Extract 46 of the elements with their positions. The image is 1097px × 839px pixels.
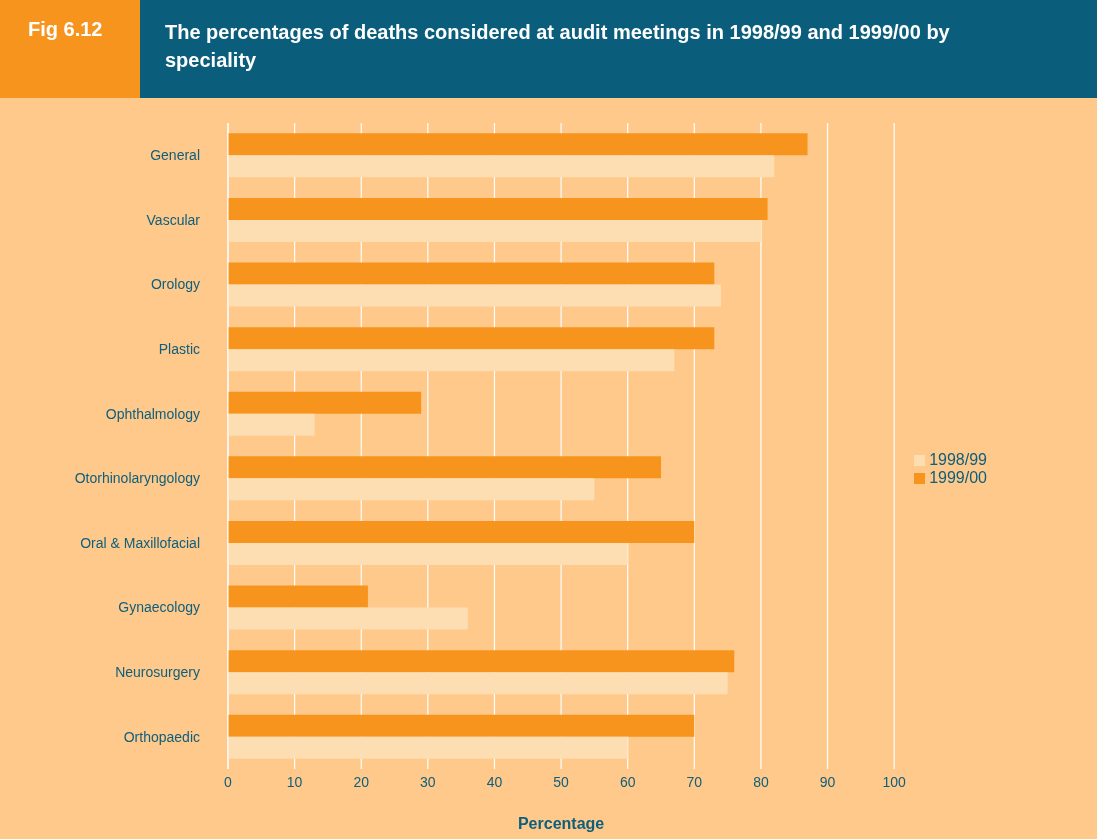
x-tick-label: 100 (882, 773, 907, 790)
x-axis-title: Percentage (517, 815, 605, 832)
x-tick-label: 80 (753, 773, 769, 790)
chart-title: The percentages of deaths considered at audit meetings in 1998/99 and 1999/00 by speciality (165, 20, 951, 73)
x-tick-label: 20 (353, 773, 370, 790)
caption: Fig 6.12 (28, 18, 103, 41)
x-tick-label: 60 (619, 773, 636, 790)
legend-label: 1998/99 (929, 450, 987, 468)
y-tick-label: Vascular (146, 211, 201, 228)
x-tick-label: 70 (686, 773, 703, 790)
bar (228, 349, 675, 372)
bar (228, 542, 628, 565)
y-tick-label: Ophthalmology (105, 405, 200, 422)
bar (228, 284, 721, 307)
bar (228, 672, 728, 695)
bar (228, 736, 628, 759)
y-tick-label: Orology (150, 276, 200, 293)
y-tick-label: Oral & Maxillofacial (80, 534, 200, 551)
y-tick-label: Plastic (158, 341, 200, 358)
x-tick-label: 90 (819, 773, 836, 790)
y-tick-label: Gynaecology (118, 599, 200, 616)
bar (228, 650, 735, 673)
y-tick-label: Neurosurgery (115, 664, 200, 681)
bar (228, 585, 368, 608)
bar (228, 478, 595, 501)
bar (228, 327, 715, 350)
bar (228, 219, 761, 242)
y-tick-label: General (150, 147, 200, 164)
bar (228, 714, 695, 737)
y-tick-label: Otorhinolaryngology (74, 470, 200, 487)
bar (228, 391, 422, 414)
x-tick-label: 50 (553, 773, 570, 790)
bar (228, 607, 468, 630)
x-tick-label: 40 (486, 773, 503, 790)
bar (228, 262, 715, 285)
bar (228, 133, 808, 156)
y-tick-label: Orthopaedic (123, 728, 200, 745)
x-tick-label: 0 (224, 773, 233, 790)
x-tick-label: 30 (420, 773, 436, 790)
bar (228, 413, 315, 436)
legend-label: 1999/00 (929, 468, 987, 486)
bar (228, 197, 768, 220)
bar (228, 520, 695, 543)
x-tick-label: 10 (286, 773, 303, 790)
bar (228, 155, 775, 178)
bar (228, 456, 661, 479)
